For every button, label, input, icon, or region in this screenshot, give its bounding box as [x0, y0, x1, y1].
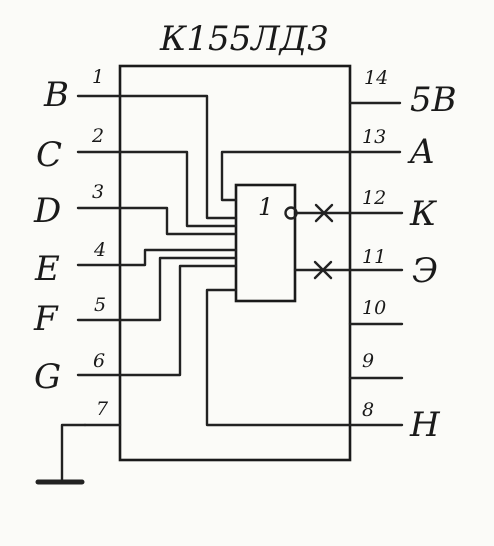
output-11-cross-icon — [313, 260, 333, 280]
signal-label-f: F — [33, 299, 59, 339]
wire-input-4 — [118, 248, 238, 267]
pin-number-7: 7 — [96, 398, 109, 420]
wire-input-1 — [118, 94, 238, 220]
chip-body — [118, 64, 352, 462]
wire-input-2 — [118, 150, 238, 228]
output-12-cross-icon — [314, 203, 334, 223]
chip-title: К155ЛД3 — [159, 19, 329, 59]
signal-label-e-out: Э — [412, 251, 438, 291]
pin-number-10: 10 — [362, 297, 386, 319]
pin-number-13: 13 — [362, 126, 386, 148]
signal-label-d: D — [33, 191, 61, 231]
signal-label-e: E — [34, 249, 60, 289]
wire-input-3 — [118, 206, 238, 236]
signal-label-a: A — [407, 132, 435, 172]
signal-label-k: К — [409, 194, 438, 234]
pin-number-14: 14 — [364, 67, 388, 89]
pin-number-5: 5 — [94, 294, 106, 316]
wire-input-13 — [220, 150, 352, 202]
signal-label-c: C — [36, 135, 62, 175]
ground-wire — [60, 423, 87, 484]
signal-label-b: B — [43, 75, 69, 115]
gate-label: 1 — [258, 193, 273, 221]
pin-number-1: 1 — [92, 66, 104, 88]
pin-number-2: 2 — [91, 125, 104, 147]
pin-number-9: 9 — [362, 350, 374, 372]
pin-number-3: 3 — [92, 181, 104, 203]
signal-label-g: G — [34, 357, 61, 397]
signal-label-5v: 5В — [410, 80, 457, 120]
pin-number-12: 12 — [362, 187, 386, 209]
gate-box — [234, 183, 297, 303]
wire-input-6 — [118, 264, 238, 377]
pin-number-6: 6 — [93, 350, 105, 372]
pin-number-11: 11 — [362, 246, 386, 268]
wire-input-5 — [118, 256, 238, 322]
wire-input-8 — [205, 288, 352, 427]
pin-number-8: 8 — [362, 399, 374, 421]
signal-label-n: Н — [409, 405, 441, 445]
pin-number-4: 4 — [93, 239, 106, 261]
